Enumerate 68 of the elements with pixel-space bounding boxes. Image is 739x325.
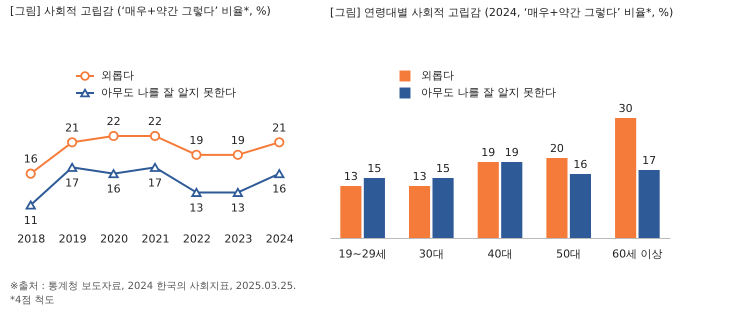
data-label: 13 bbox=[230, 201, 245, 214]
legend-label: 외롭다 bbox=[101, 69, 134, 82]
point bbox=[274, 169, 284, 178]
legend-label: 외롭다 bbox=[421, 69, 454, 82]
chart-title: [그림] 사회적 고립감 (‘매우+약간 그렇다’ 비율*, %) bbox=[10, 4, 271, 18]
data-label: 21 bbox=[65, 121, 80, 134]
point bbox=[274, 137, 284, 148]
x-tick-label: 2024 bbox=[266, 232, 294, 246]
x-tick-label: 50대 bbox=[556, 248, 582, 260]
bar bbox=[408, 186, 430, 238]
data-label: 16 bbox=[24, 152, 38, 166]
point bbox=[191, 188, 202, 197]
bar bbox=[364, 178, 385, 238]
data-label: 19 bbox=[481, 146, 496, 159]
data-label: 15 bbox=[367, 162, 382, 175]
x-tick-label: 2023 bbox=[224, 232, 252, 246]
point bbox=[67, 137, 78, 148]
data-label: 22 bbox=[148, 115, 162, 128]
point bbox=[26, 200, 36, 210]
legend-label: 아무도 나를 잘 알지 못한다 bbox=[101, 86, 236, 99]
data-label: 21 bbox=[272, 121, 286, 134]
bar bbox=[638, 170, 660, 238]
point bbox=[108, 130, 119, 142]
data-label: 16 bbox=[106, 182, 121, 196]
data-label: 13 bbox=[344, 170, 358, 183]
data-label: 22 bbox=[106, 115, 121, 128]
x-tick-label: 19~29세 bbox=[338, 248, 387, 260]
x-tick-label: 2021 bbox=[142, 232, 170, 246]
point bbox=[108, 169, 119, 178]
x-tick-label: 2020 bbox=[100, 232, 128, 246]
data-label: 30 bbox=[618, 102, 633, 115]
data-label: 20 bbox=[550, 142, 564, 155]
bar bbox=[501, 162, 522, 238]
x-tick-label: 2018 bbox=[17, 232, 46, 246]
bar bbox=[432, 178, 454, 238]
point bbox=[191, 150, 202, 160]
data-label: 15 bbox=[436, 162, 450, 175]
chart-title: [그림] 연령대별 사회적 고립감 (2024, ‘매우+약간 그렇다’ 비율*, %) bbox=[330, 6, 674, 19]
point bbox=[26, 168, 36, 179]
data-label: 16 bbox=[573, 158, 588, 171]
legend-label: 아무도 나를 잘 알지 못한다 bbox=[421, 86, 556, 99]
data-label: 17 bbox=[65, 176, 80, 190]
bar bbox=[546, 158, 568, 238]
bar bbox=[340, 186, 362, 238]
data-label: 13 bbox=[412, 170, 427, 183]
x-tick-label: 60세 이상 bbox=[612, 248, 663, 260]
x-tick-label: 40대 bbox=[488, 248, 512, 260]
point bbox=[232, 150, 243, 160]
bar bbox=[478, 162, 499, 238]
data-label: 11 bbox=[24, 214, 38, 227]
data-label: 19 bbox=[189, 134, 204, 147]
point bbox=[150, 130, 160, 142]
data-label: 17 bbox=[148, 176, 162, 190]
point bbox=[232, 188, 243, 197]
data-label: 19 bbox=[230, 134, 245, 147]
data-label: 16 bbox=[272, 182, 286, 196]
point bbox=[67, 162, 78, 172]
x-tick-label: 30대 bbox=[418, 248, 444, 260]
x-tick-label: 2022 bbox=[182, 232, 211, 246]
text: *4점 척도 bbox=[10, 294, 56, 308]
data-label: 13 bbox=[189, 201, 204, 214]
text: ※출처 : 통계청 보도자료, 2024 한국의 사회지표, 2025.03.25. bbox=[10, 280, 298, 294]
data-label: 19 bbox=[504, 146, 519, 159]
bar bbox=[615, 118, 636, 238]
bar bbox=[570, 174, 592, 238]
x-tick-label: 2019 bbox=[58, 232, 87, 246]
point bbox=[150, 162, 160, 172]
data-label: 17 bbox=[642, 154, 656, 167]
